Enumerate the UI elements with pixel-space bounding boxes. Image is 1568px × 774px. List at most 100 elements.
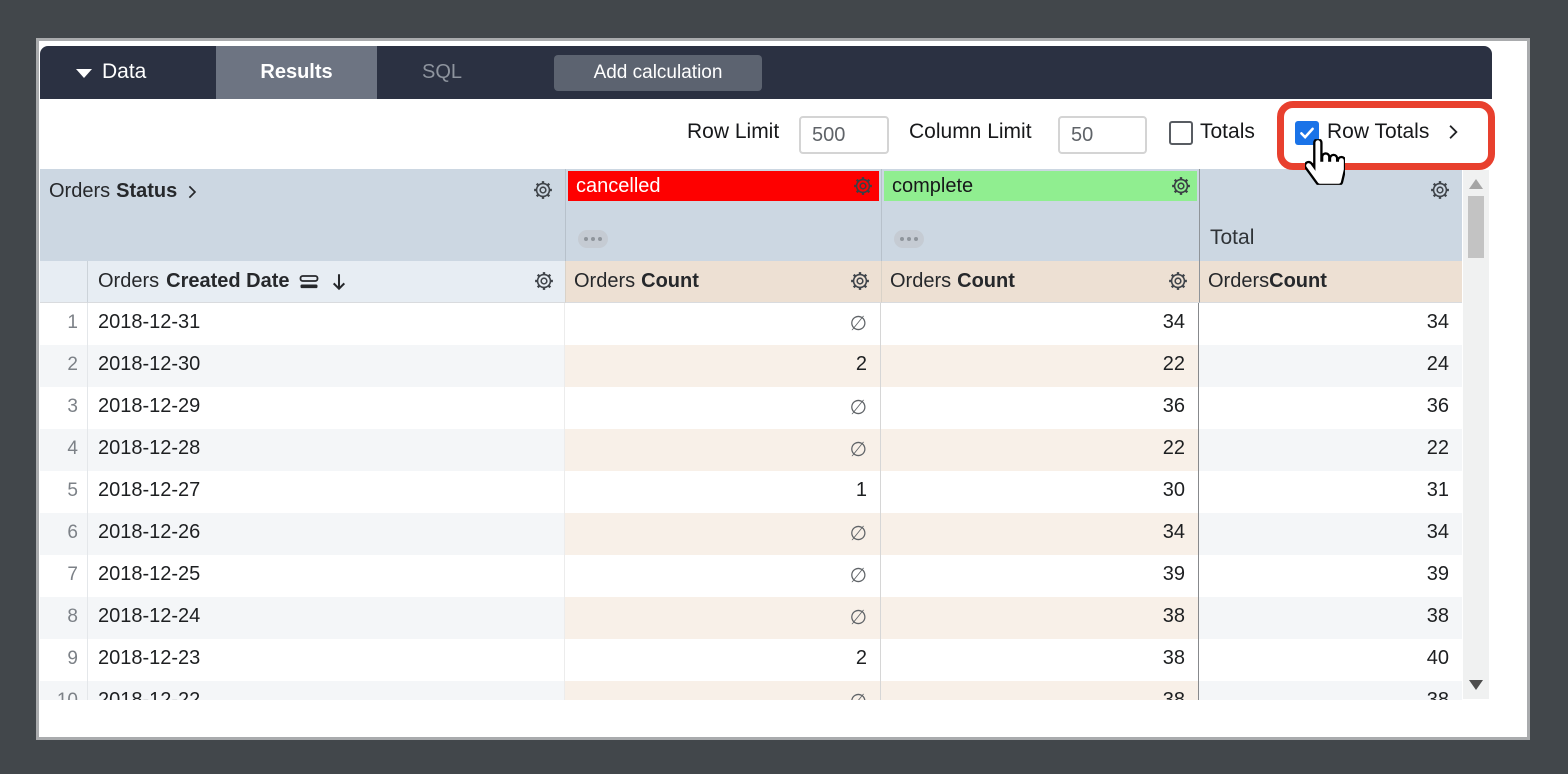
row-limit-input[interactable]: [799, 116, 889, 154]
scroll-up-arrow-icon[interactable]: [1469, 179, 1483, 189]
date-cell: 2018-12-25: [88, 555, 565, 597]
hand-cursor-icon: [1305, 139, 1345, 185]
gear-icon[interactable]: [1429, 179, 1451, 201]
table-body: 1 2018-12-31 ∅ 34 34 2 2018-12-30 2 22 2…: [40, 303, 1462, 700]
pivot-value-complete[interactable]: complete: [884, 171, 1197, 201]
table-row: 4 2018-12-28 ∅ 22 22: [40, 429, 1462, 471]
cancelled-count-cell: ∅: [565, 681, 881, 700]
row-totals-highlight: [1277, 101, 1495, 170]
complete-count-header[interactable]: Orders Count: [881, 261, 1199, 303]
complete-count-cell: 36: [881, 387, 1199, 429]
table-row: 5 2018-12-27 1 30 31: [40, 471, 1462, 513]
cancelled-count-cell: ∅: [565, 513, 881, 555]
table-row: 6 2018-12-26 ∅ 34 34: [40, 513, 1462, 555]
column-limit-input[interactable]: [1058, 116, 1147, 154]
totals-label: Totals: [1200, 120, 1255, 143]
cancelled-count-cell: ∅: [565, 555, 881, 597]
cancelled-count-cell: 2: [565, 639, 881, 681]
date-cell: 2018-12-28: [88, 429, 565, 471]
cancelled-count-header[interactable]: Orders Count: [565, 261, 881, 303]
complete-count-cell: 38: [881, 597, 1199, 639]
complete-count-cell: 38: [881, 681, 1199, 700]
gear-icon[interactable]: [849, 270, 871, 292]
column-limit-label: Column Limit: [909, 120, 1032, 143]
date-group-icon: [297, 270, 321, 294]
chevron-right-icon[interactable]: [1443, 122, 1463, 142]
tab-sql[interactable]: SQL: [421, 61, 463, 83]
results-table: Orders Status cancelled complete: [40, 169, 1462, 700]
row-total-cell: 38: [1199, 597, 1462, 639]
total-column-label: Total: [1210, 226, 1255, 249]
orders-status-header[interactable]: Orders Status: [49, 180, 201, 203]
cancelled-count-cell: ∅: [565, 303, 881, 345]
table-row: 8 2018-12-24 ∅ 38 38: [40, 597, 1462, 639]
scrollbar-thumb[interactable]: [1468, 196, 1484, 258]
caret-down-icon: [76, 69, 92, 78]
date-cell: 2018-12-22: [88, 681, 565, 700]
complete-count-cell: 38: [881, 639, 1199, 681]
pivot-value-cancelled[interactable]: cancelled: [568, 171, 879, 201]
vertical-scrollbar[interactable]: [1463, 170, 1489, 699]
table-row: 2 2018-12-30 2 22 24: [40, 345, 1462, 387]
add-calculation-button[interactable]: Add calculation: [554, 55, 762, 91]
row-number-cell: 7: [40, 555, 88, 597]
row-number-header: [40, 261, 88, 303]
table-row: 9 2018-12-23 2 38 40: [40, 639, 1462, 681]
row-limit-label: Row Limit: [687, 120, 780, 143]
date-cell: 2018-12-24: [88, 597, 565, 639]
date-cell: 2018-12-26: [88, 513, 565, 555]
row-total-cell: 24: [1199, 345, 1462, 387]
totals-checkbox[interactable]: [1169, 121, 1193, 145]
complete-count-cell: 30: [881, 471, 1199, 513]
scroll-down-arrow-icon[interactable]: [1469, 680, 1483, 690]
row-number-cell: 9: [40, 639, 88, 681]
cancelled-count-cell: ∅: [565, 597, 881, 639]
gear-icon[interactable]: [852, 175, 874, 197]
row-totals-label: Row Totals: [1327, 120, 1430, 143]
pivot-header-row: Orders Status cancelled complete: [40, 169, 1462, 261]
date-cell: 2018-12-29: [88, 387, 565, 429]
more-options-icon[interactable]: [578, 230, 608, 248]
cancelled-count-cell: 1: [565, 471, 881, 513]
row-number-cell: 2: [40, 345, 88, 387]
row-number-cell: 6: [40, 513, 88, 555]
complete-count-cell: 22: [881, 429, 1199, 471]
complete-count-cell: 39: [881, 555, 1199, 597]
row-number-cell: 10: [40, 681, 88, 700]
sort-desc-icon[interactable]: [328, 271, 350, 293]
row-total-cell: 34: [1199, 513, 1462, 555]
complete-count-cell: 34: [881, 303, 1199, 345]
measure-header-row: Orders Created Date Orders Count Orders …: [40, 261, 1462, 303]
gear-icon[interactable]: [1170, 175, 1192, 197]
row-total-cell: 38: [1199, 681, 1462, 700]
gear-icon[interactable]: [533, 270, 555, 292]
complete-count-cell: 22: [881, 345, 1199, 387]
total-count-header[interactable]: Orders Count: [1199, 261, 1462, 303]
date-cell: 2018-12-27: [88, 471, 565, 513]
cancelled-count-cell: 2: [565, 345, 881, 387]
row-total-cell: 22: [1199, 429, 1462, 471]
row-total-cell: 34: [1426, 311, 1449, 333]
row-total-cell: 36: [1426, 395, 1449, 417]
row-number-cell: 3: [40, 387, 88, 429]
data-section-toggle[interactable]: Data: [40, 46, 216, 99]
pivot-column-complete: complete: [881, 169, 1199, 261]
row-number-cell: 8: [40, 597, 88, 639]
chevron-right-icon: [183, 183, 201, 201]
cancelled-count-cell: ∅: [565, 387, 881, 429]
table-row: 3 2018-12-29 ∅ 36 36: [40, 387, 1462, 429]
explore-topbar: Data Results SQL Add calculation: [40, 46, 1492, 99]
row-number-cell: 1: [40, 303, 88, 345]
explore-panel: Data Results SQL Add calculation Row Lim…: [36, 38, 1530, 740]
gear-icon[interactable]: [1167, 270, 1189, 292]
created-date-header[interactable]: Orders Created Date: [88, 261, 565, 303]
gear-icon[interactable]: [532, 179, 554, 201]
date-cell: 2018-12-31: [88, 303, 565, 345]
more-options-icon[interactable]: [894, 230, 924, 248]
row-total-cell: 40: [1426, 647, 1449, 669]
table-row: 7 2018-12-25 ∅ 39 39: [40, 555, 1462, 597]
tab-results[interactable]: Results: [216, 46, 377, 99]
complete-count-cell: 34: [881, 513, 1199, 555]
pivot-dimension-header[interactable]: Orders Status: [40, 169, 565, 261]
